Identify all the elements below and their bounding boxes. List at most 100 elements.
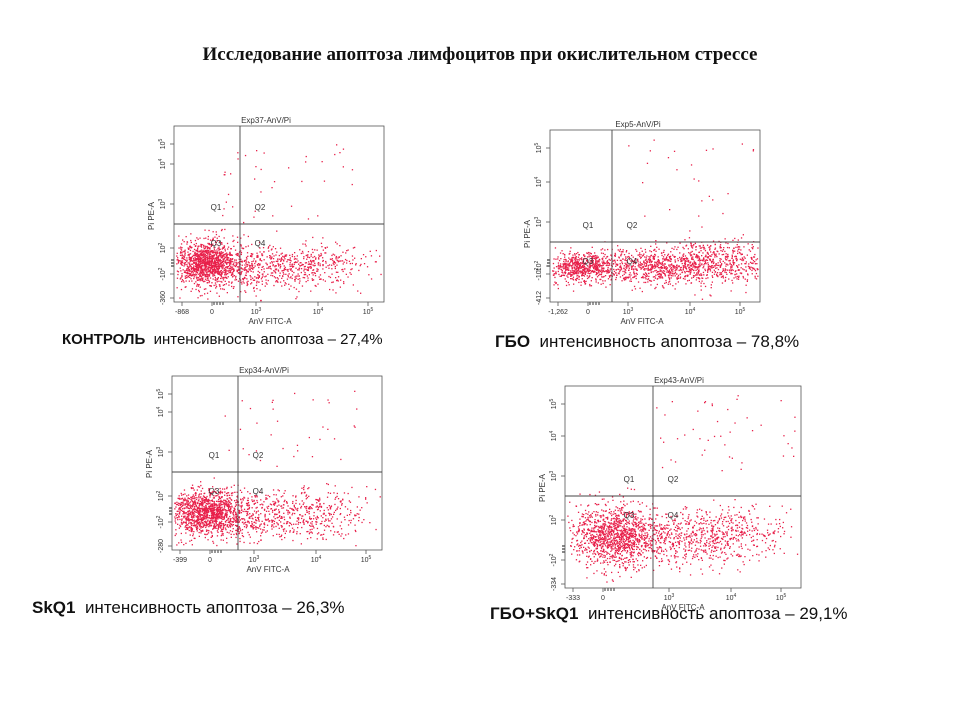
data-point — [590, 260, 592, 262]
data-point — [238, 519, 240, 521]
data-point — [248, 504, 250, 506]
data-point — [256, 280, 258, 282]
data-point — [208, 258, 210, 260]
data-point — [218, 513, 220, 515]
data-point — [631, 266, 633, 269]
data-point — [630, 280, 632, 282]
data-point — [621, 280, 623, 282]
data-point — [235, 532, 237, 534]
data-point — [564, 278, 566, 280]
data-point — [210, 512, 213, 514]
data-point — [180, 270, 182, 272]
data-point — [210, 511, 212, 513]
data-point — [201, 519, 203, 521]
data-point — [222, 518, 224, 520]
data-point — [610, 264, 613, 266]
data-point — [191, 267, 193, 269]
data-point — [196, 271, 199, 273]
data-point — [555, 258, 557, 260]
data-point — [593, 267, 595, 270]
data-point — [243, 277, 246, 279]
data-point — [235, 264, 237, 266]
data-point — [290, 285, 292, 287]
data-point — [610, 279, 612, 281]
data-point — [712, 258, 714, 260]
data-point — [235, 515, 237, 517]
data-point — [219, 261, 221, 263]
data-point — [285, 283, 287, 285]
data-point — [212, 512, 214, 514]
data-point — [226, 252, 228, 254]
data-point — [179, 267, 181, 269]
data-point — [269, 244, 271, 247]
data-point — [606, 270, 608, 273]
data-point — [190, 274, 192, 276]
data-point — [693, 264, 695, 266]
data-point — [706, 259, 709, 261]
data-point — [690, 270, 692, 272]
data-point — [306, 275, 308, 277]
data-point — [724, 250, 726, 253]
data-point — [596, 262, 599, 264]
data-point — [203, 516, 205, 519]
data-point — [203, 281, 205, 283]
data-point — [607, 278, 610, 280]
data-point — [216, 265, 218, 268]
data-point — [211, 250, 213, 253]
data-point — [241, 501, 243, 503]
data-point — [209, 496, 211, 498]
data-point — [210, 517, 212, 519]
data-point — [586, 275, 588, 277]
data-point — [267, 519, 269, 521]
data-point — [690, 268, 692, 270]
data-point — [310, 259, 312, 262]
data-point — [204, 274, 206, 277]
data-point — [305, 281, 307, 283]
data-point — [186, 503, 188, 505]
data-point — [570, 271, 572, 273]
data-point — [660, 275, 662, 277]
data-point — [177, 261, 180, 263]
data-point — [582, 263, 584, 265]
data-point — [197, 257, 199, 260]
data-point — [200, 249, 203, 251]
data-point — [675, 268, 677, 270]
data-point — [368, 274, 370, 276]
data-point — [203, 501, 206, 504]
data-point — [224, 261, 226, 263]
data-point — [200, 490, 202, 492]
data-point — [640, 257, 642, 259]
data-point — [201, 503, 203, 505]
data-point — [213, 261, 216, 264]
data-point — [581, 274, 583, 276]
data-point — [186, 273, 189, 275]
data-point — [212, 237, 214, 239]
data-point — [589, 255, 591, 257]
data-point — [179, 511, 181, 513]
data-point — [729, 259, 731, 262]
x-tick-label: 0 — [586, 309, 590, 316]
data-point — [183, 489, 186, 491]
data-point — [190, 272, 193, 274]
data-point — [249, 266, 251, 268]
data-point — [584, 272, 587, 274]
data-point — [220, 511, 222, 514]
data-point — [575, 270, 578, 272]
data-point — [227, 519, 229, 521]
data-point — [217, 256, 220, 259]
data-point — [224, 269, 226, 272]
data-point — [275, 268, 278, 270]
data-point — [720, 272, 723, 274]
data-point — [648, 275, 650, 278]
data-point — [196, 509, 198, 512]
data-point — [684, 239, 686, 241]
data-point — [205, 522, 207, 524]
data-point — [256, 276, 258, 279]
data-point — [698, 269, 700, 271]
data-point — [232, 521, 234, 523]
data-point — [182, 513, 184, 515]
data-point — [214, 260, 216, 262]
data-point — [222, 488, 224, 490]
data-point — [195, 281, 197, 283]
data-point — [187, 500, 189, 502]
